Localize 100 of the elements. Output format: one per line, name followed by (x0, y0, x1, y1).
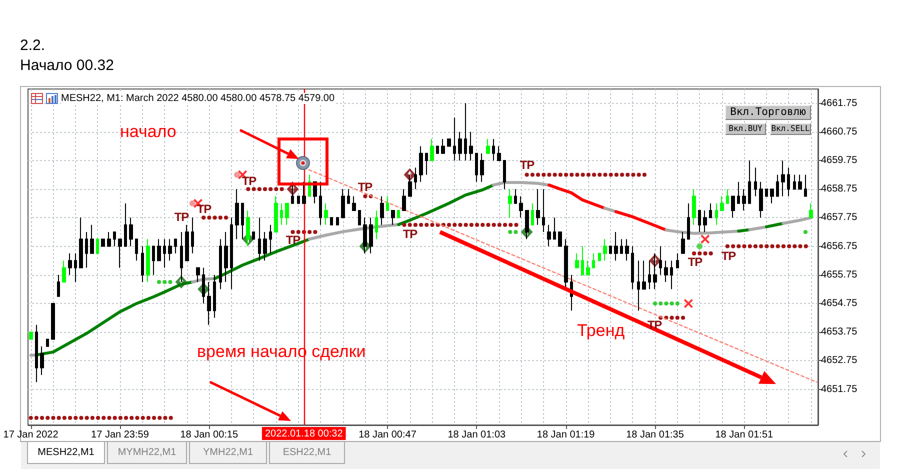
candlestick (62, 260, 66, 283)
candlestick (51, 302, 55, 340)
x-tick-label: 18 Jan 01:35 (626, 430, 684, 440)
annotation: TP (174, 210, 189, 224)
candlestick (202, 267, 205, 304)
candlestick (196, 267, 200, 283)
candlestick (603, 238, 607, 262)
candlestick (642, 260, 646, 290)
candlestick (687, 202, 690, 240)
candlestick (46, 338, 49, 347)
candlestick (185, 224, 189, 262)
candlestick (352, 196, 356, 212)
candlestick (113, 231, 116, 247)
candlestick (168, 238, 172, 262)
candlestick (664, 260, 668, 283)
candlestick (386, 196, 389, 212)
annotation: TP (402, 226, 418, 240)
candlestick (809, 202, 813, 218)
line-series (213, 238, 311, 280)
candlestick (653, 252, 657, 290)
x-tick-label: 18 Jan 01:51 (715, 430, 774, 440)
candlestick (525, 210, 529, 240)
tab: MESH22,M1 (27, 442, 105, 464)
candlestick (68, 252, 72, 276)
candlestick (174, 238, 177, 254)
x-tick-label: 18 Jan 01:19 (536, 430, 596, 440)
y-tick-label: 4659.75 (821, 154, 858, 166)
annotation: Вкл.BUY (728, 124, 762, 133)
candlestick (754, 167, 757, 197)
candlestick (258, 217, 261, 262)
candlestick (180, 231, 183, 283)
candlestick (96, 238, 99, 254)
candlestick (263, 231, 267, 262)
candlestick (726, 188, 729, 204)
candlestick (798, 174, 802, 190)
point (189, 200, 196, 206)
candlestick (631, 246, 634, 290)
candlestick (787, 167, 790, 197)
candlestick (135, 238, 138, 262)
candlestick (207, 282, 211, 326)
candlestick (542, 188, 545, 232)
candlestick (302, 181, 306, 204)
candlestick (241, 202, 244, 240)
candlestick (692, 188, 696, 226)
candlestick (681, 231, 685, 254)
candlestick (269, 224, 272, 254)
y-tick-label: 4661.75 (821, 98, 858, 109)
x-tick-label: 17 Jan 23:59 (91, 430, 150, 440)
x-tick-label: 18 Jan 00:15 (180, 430, 238, 440)
candlestick (419, 146, 423, 182)
y-tick-label: 4651.75 (821, 384, 858, 395)
line-series (614, 210, 668, 232)
candlestick (146, 238, 150, 283)
candlestick (475, 152, 478, 182)
candlestick (191, 217, 194, 254)
point (684, 298, 693, 308)
candlestick (408, 174, 412, 197)
chart-subtitle: Начало 00.32 (20, 57, 114, 74)
candlestick (514, 188, 517, 204)
y-tick-label: 4657.75 (821, 212, 858, 224)
candlestick (141, 246, 144, 283)
candlestick (40, 346, 44, 376)
candlestick (380, 196, 384, 226)
candlestick (324, 202, 328, 226)
candlestick (469, 131, 473, 161)
candlestick (776, 174, 779, 197)
annotation: Вкл.Торговлю (730, 106, 806, 118)
candlestick (235, 188, 239, 240)
candlestick (620, 238, 623, 254)
candlestick (124, 202, 127, 247)
candlestick (759, 181, 763, 218)
candlestick (274, 196, 278, 232)
candlestick (436, 146, 439, 154)
candlestick (793, 174, 796, 190)
candlestick (280, 202, 283, 226)
candlestick (519, 196, 523, 218)
candlestick (553, 217, 556, 240)
x-tick-label: 18 Jan 01:03 (448, 430, 506, 440)
candlestick (35, 324, 38, 383)
candlestick (414, 167, 417, 190)
candlestick (592, 252, 595, 268)
candlestick (575, 252, 579, 268)
candlestick (715, 202, 718, 226)
candlestick (330, 217, 333, 226)
annotation: TP (196, 202, 212, 216)
ref-line-label: 2022.01.18 00:32 (264, 428, 344, 440)
candlestick (492, 138, 495, 161)
y-tick-label: 4656.75 (821, 240, 858, 252)
candlestick (285, 202, 289, 226)
candlestick (402, 188, 406, 212)
tab: ESH22,M1 (269, 442, 345, 464)
candlestick (341, 188, 345, 218)
candlestick (74, 252, 77, 283)
tab: YMH22,M1 (189, 442, 267, 464)
annotation: MESH22, M1: March 2022 4580.00 4580.00 4578.75 4579.00 (61, 93, 335, 104)
candlestick (118, 238, 122, 268)
candlestick (558, 231, 562, 247)
candlestick (441, 138, 445, 154)
y-tick-label: 4652.75 (821, 355, 858, 366)
annotation: TP (242, 174, 256, 188)
